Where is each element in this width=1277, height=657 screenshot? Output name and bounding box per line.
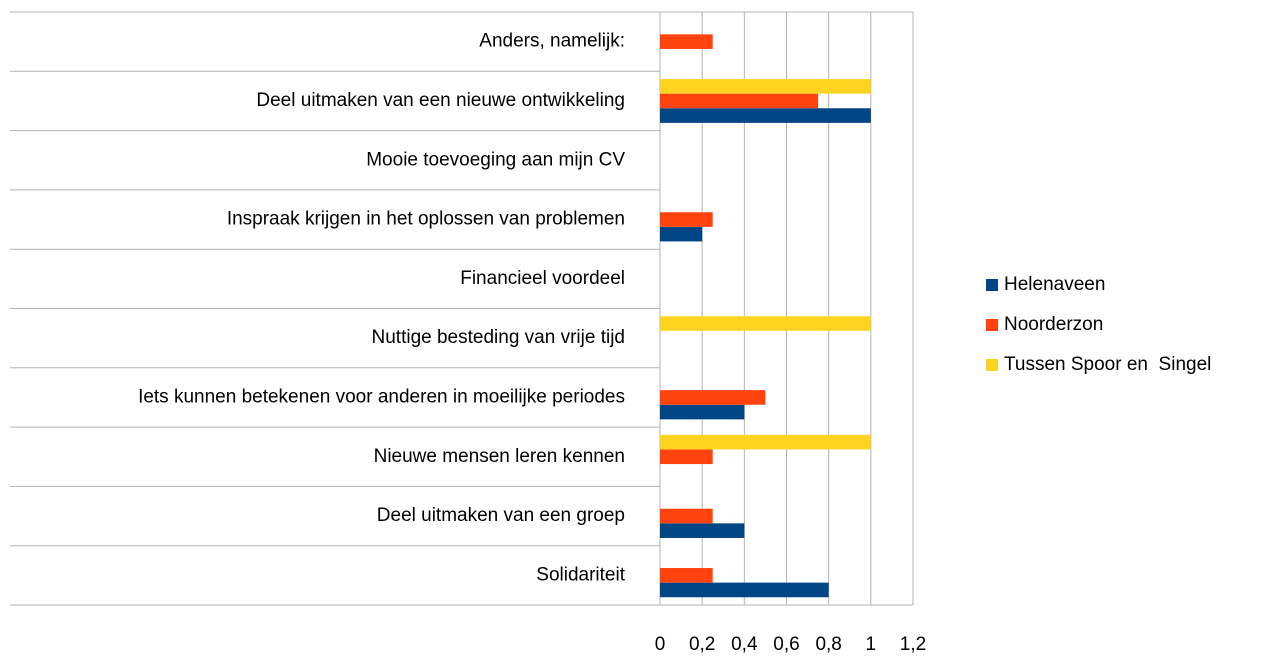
- bar: [660, 523, 745, 538]
- bar: [660, 449, 713, 465]
- y-tick-label: Deel uitmaken van een nieuwe ontwikkelin…: [256, 90, 625, 111]
- legend-label: Noorderzon: [1004, 314, 1103, 335]
- y-tick-label: Iets kunnen betekenen voor anderen in mo…: [138, 386, 625, 407]
- legend-swatch: [986, 359, 998, 371]
- y-tick-label: Nieuwe mensen leren kennen: [374, 446, 625, 467]
- y-tick-label: Nuttige besteding van vrije tijd: [372, 327, 625, 348]
- x-tick-label: 0,2: [689, 634, 715, 655]
- bar: [660, 434, 871, 450]
- bar: [660, 508, 713, 524]
- y-tick-label: Anders, namelijk:: [479, 31, 625, 52]
- x-tick-label: 0,8: [815, 634, 841, 655]
- bar: [660, 390, 766, 405]
- y-tick-label: Financieel voordeel: [460, 268, 625, 289]
- x-tick-label: 0,4: [731, 634, 758, 655]
- x-tick-label: 0: [655, 634, 666, 655]
- bar: [660, 404, 745, 420]
- bar: [660, 79, 871, 94]
- bar: [660, 582, 829, 598]
- bar: [660, 568, 713, 583]
- bar: [660, 34, 713, 49]
- x-tick-label: 1,2: [900, 634, 926, 655]
- x-tick-label: 0,6: [773, 634, 799, 655]
- y-tick-label: Solidariteit: [536, 564, 625, 585]
- bar: [660, 212, 713, 227]
- y-tick-label: Deel uitmaken van een groep: [377, 505, 625, 526]
- legend-label: Tussen Spoor en Singel: [1004, 354, 1211, 375]
- legend-label: Helenaveen: [1004, 274, 1105, 295]
- legend-swatch: [986, 319, 998, 331]
- bar: [660, 93, 819, 109]
- bar: [660, 226, 703, 242]
- x-tick-label: 1: [866, 634, 877, 655]
- bar: [660, 108, 871, 123]
- y-tick-label: Mooie toevoeging aan mijn CV: [366, 149, 625, 170]
- bar: [660, 316, 871, 331]
- legend-swatch: [986, 279, 998, 291]
- y-tick-label: Inspraak krijgen in het oplossen van pro…: [227, 209, 625, 230]
